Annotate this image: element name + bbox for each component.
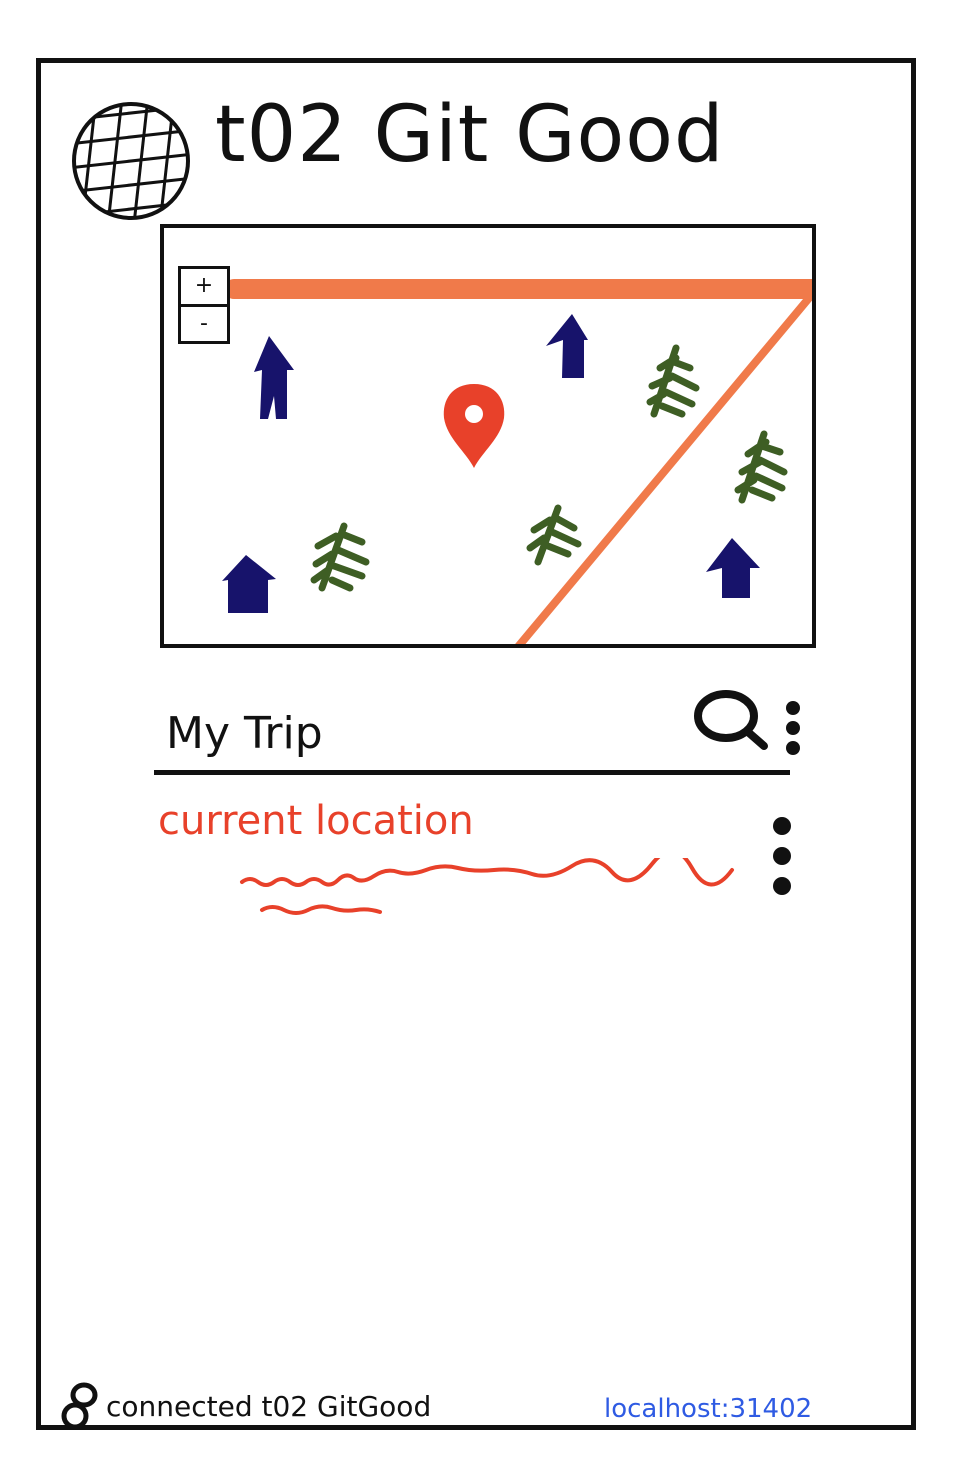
vertical-dots-icon: [786, 701, 800, 755]
link-icon: [60, 1382, 100, 1430]
connection-status: connected t02 GitGood: [106, 1390, 432, 1423]
zoom-out-button[interactable]: -: [181, 303, 227, 342]
globe-icon: [68, 98, 194, 224]
map-canvas: [222, 279, 812, 644]
place-details-placeholder: [240, 858, 734, 915]
place-menu-button[interactable]: [768, 814, 796, 898]
house-icon: [254, 336, 294, 419]
list-item[interactable]: current location: [152, 796, 802, 926]
trip-header: My Trip: [152, 690, 812, 776]
place-name: current location: [158, 798, 474, 844]
app-window: [36, 58, 916, 1430]
tree-icon: [646, 344, 700, 418]
route-line: [224, 279, 812, 644]
trip-menu-button[interactable]: [782, 698, 804, 758]
zoom-control: + -: [178, 266, 230, 344]
tree-icon: [526, 504, 582, 566]
house-icon: [222, 555, 276, 613]
search-button[interactable]: [692, 690, 768, 752]
map-view[interactable]: + -: [160, 224, 816, 648]
search-icon: [694, 690, 768, 750]
footer: connected t02 GitGood localhost:31402: [44, 1378, 904, 1430]
divider: [154, 770, 790, 775]
app-title: t02 Git Good: [215, 90, 725, 180]
vertical-dots-icon: [773, 817, 791, 895]
tree-icon: [734, 430, 788, 504]
tree-icon: [310, 522, 370, 592]
map-pin-icon[interactable]: [443, 384, 505, 468]
house-icon: [706, 538, 760, 598]
zoom-in-button[interactable]: +: [194, 273, 214, 299]
server-address: localhost:31402: [604, 1394, 813, 1424]
house-icon: [546, 314, 588, 378]
trip-title: My Trip: [166, 708, 323, 759]
